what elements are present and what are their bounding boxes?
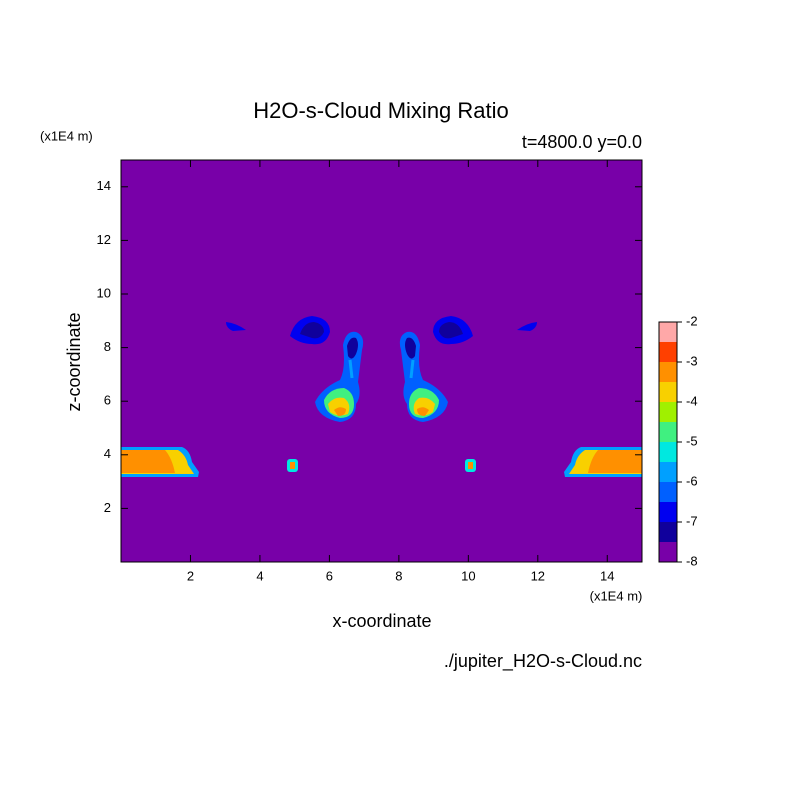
colorbar-band: [659, 442, 677, 462]
y-tick-label: 12: [97, 232, 111, 247]
colorbar-band: [659, 422, 677, 442]
contour-region: [121, 450, 175, 473]
colorbar: -8 -7 -6 -5 -4 -3 -2: [658, 313, 698, 568]
y-tick-label: 4: [104, 446, 111, 461]
colorbar-band: [659, 542, 677, 562]
colorbar-band: [659, 342, 677, 362]
colorbar-band: [659, 382, 677, 402]
contour-fields: [121, 316, 642, 477]
contour-region: [348, 359, 354, 379]
contour-region: [588, 450, 642, 473]
colorbar-band: [659, 522, 677, 542]
x-tick-label: 8: [395, 568, 402, 583]
contour-region: [334, 407, 346, 416]
x-tick-label: 6: [326, 568, 333, 583]
y-tick-label: 10: [97, 285, 111, 300]
contour-region: [347, 337, 358, 359]
y-tick-label: 2: [104, 500, 111, 515]
colorbar-tick-label: -5: [686, 433, 698, 448]
contour-region: [405, 337, 416, 359]
contour-region: [517, 322, 537, 331]
y-axis-label: z-coordinate: [64, 312, 84, 411]
contour-region: [226, 322, 246, 331]
x-tick-label: 12: [531, 568, 545, 583]
contour-region: [300, 322, 324, 339]
y-tick-label: 8: [104, 339, 111, 354]
cloud-right: [399, 316, 642, 477]
x-axis-label: x-coordinate: [332, 611, 431, 631]
colorbar-tick-label: -8: [686, 553, 698, 568]
y-unit: (x1E4 m): [40, 128, 93, 143]
colorbar-tick-label: -2: [686, 313, 698, 328]
colorbar-tick-label: -3: [686, 353, 698, 368]
colorbar-band: [659, 502, 677, 522]
x-tick-label: 4: [256, 568, 263, 583]
chart-title: H2O-s-Cloud Mixing Ratio: [253, 98, 509, 123]
colorbar-tick-label: -6: [686, 473, 698, 488]
chart-subtitle: t=4800.0 y=0.0: [522, 132, 642, 152]
x-tick-label: 14: [600, 568, 614, 583]
colorbar-band: [659, 362, 677, 382]
x-unit: (x1E4 m): [590, 588, 643, 603]
axes: 2 4 6 8 10 12 14 2 4 6 8 10 12 14: [97, 160, 642, 583]
contour-region: [468, 462, 473, 469]
colorbar-tick-label: -7: [686, 513, 698, 528]
colorbar-band: [659, 402, 677, 422]
x-tick-label: 10: [461, 568, 475, 583]
contour-region: [290, 462, 295, 469]
colorbar-band: [659, 322, 677, 342]
colorbar-band: [659, 462, 677, 482]
colorbar-band: [659, 482, 677, 502]
plot-area: [121, 160, 642, 562]
contour-region: [409, 359, 415, 379]
colorbar-tick-label: -4: [686, 393, 698, 408]
y-tick-label: 14: [97, 178, 111, 193]
plot-frame: [120, 159, 643, 563]
cloud-left: [121, 316, 364, 477]
y-tick-label: 6: [104, 393, 111, 408]
contour-region: [417, 407, 429, 416]
source-file: ./jupiter_H2O-s-Cloud.nc: [444, 651, 642, 672]
contour-region: [439, 322, 463, 339]
x-tick-label: 2: [187, 568, 194, 583]
